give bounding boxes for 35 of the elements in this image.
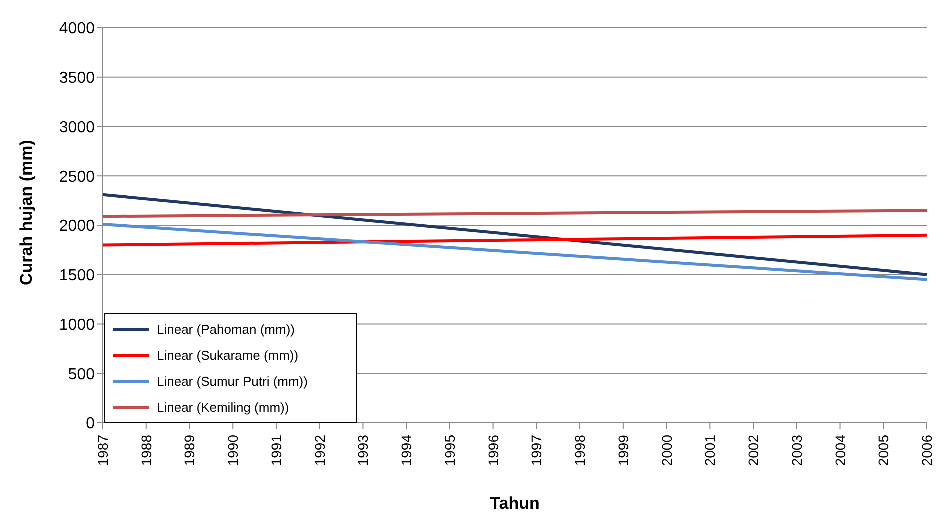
x-tick-label: 1996: [485, 434, 502, 466]
x-tick-label: 2000: [658, 434, 675, 466]
y-tick-label: 3500: [59, 70, 96, 88]
x-axis-title: Tahun: [490, 494, 540, 513]
y-tick-label: 4000: [59, 20, 96, 38]
x-tick-label: 1994: [398, 434, 415, 466]
y-axis-title: Curah hujan (mm): [17, 140, 36, 286]
x-tick-label: 1988: [138, 434, 154, 466]
x-tick-label: 1992: [312, 434, 328, 466]
x-tick-label: 1989: [182, 434, 198, 466]
x-tick-label: 2001: [702, 434, 718, 466]
y-tick-label: 0: [86, 416, 96, 433]
y-tick-label: 2500: [59, 168, 96, 186]
y-tick-label: 3000: [59, 119, 96, 136]
x-tick-label: 2003: [788, 434, 805, 466]
x-tick-label: 1987: [95, 434, 111, 466]
x-tick-label: 2004: [832, 434, 848, 466]
legend-label: Linear (Sumur Putri (mm)): [157, 374, 308, 388]
legend-label: Linear (Sukarame (mm)): [157, 348, 299, 362]
x-tick-label: 1991: [268, 434, 284, 466]
x-tick-label: 1997: [528, 434, 545, 466]
y-tick-label: 1000: [59, 316, 96, 334]
x-tick-label: 2006: [919, 434, 935, 466]
x-tick-label: 1990: [225, 434, 242, 466]
legend-label: Linear (Kemiling (mm)): [157, 400, 290, 414]
x-tick-label: 1995: [442, 434, 458, 466]
legend-label: Linear (Pahoman (mm)): [157, 322, 295, 336]
x-tick-label: 1993: [355, 434, 372, 466]
x-tick-label: 1999: [615, 434, 632, 466]
x-tick-label: 2005: [876, 434, 892, 466]
x-tick-label: 1998: [572, 434, 588, 466]
x-tick-label: 2002: [746, 434, 762, 466]
y-tick-label: 1500: [59, 268, 96, 285]
y-tick-label: 2000: [59, 218, 96, 236]
y-tick-label: 500: [68, 366, 96, 384]
